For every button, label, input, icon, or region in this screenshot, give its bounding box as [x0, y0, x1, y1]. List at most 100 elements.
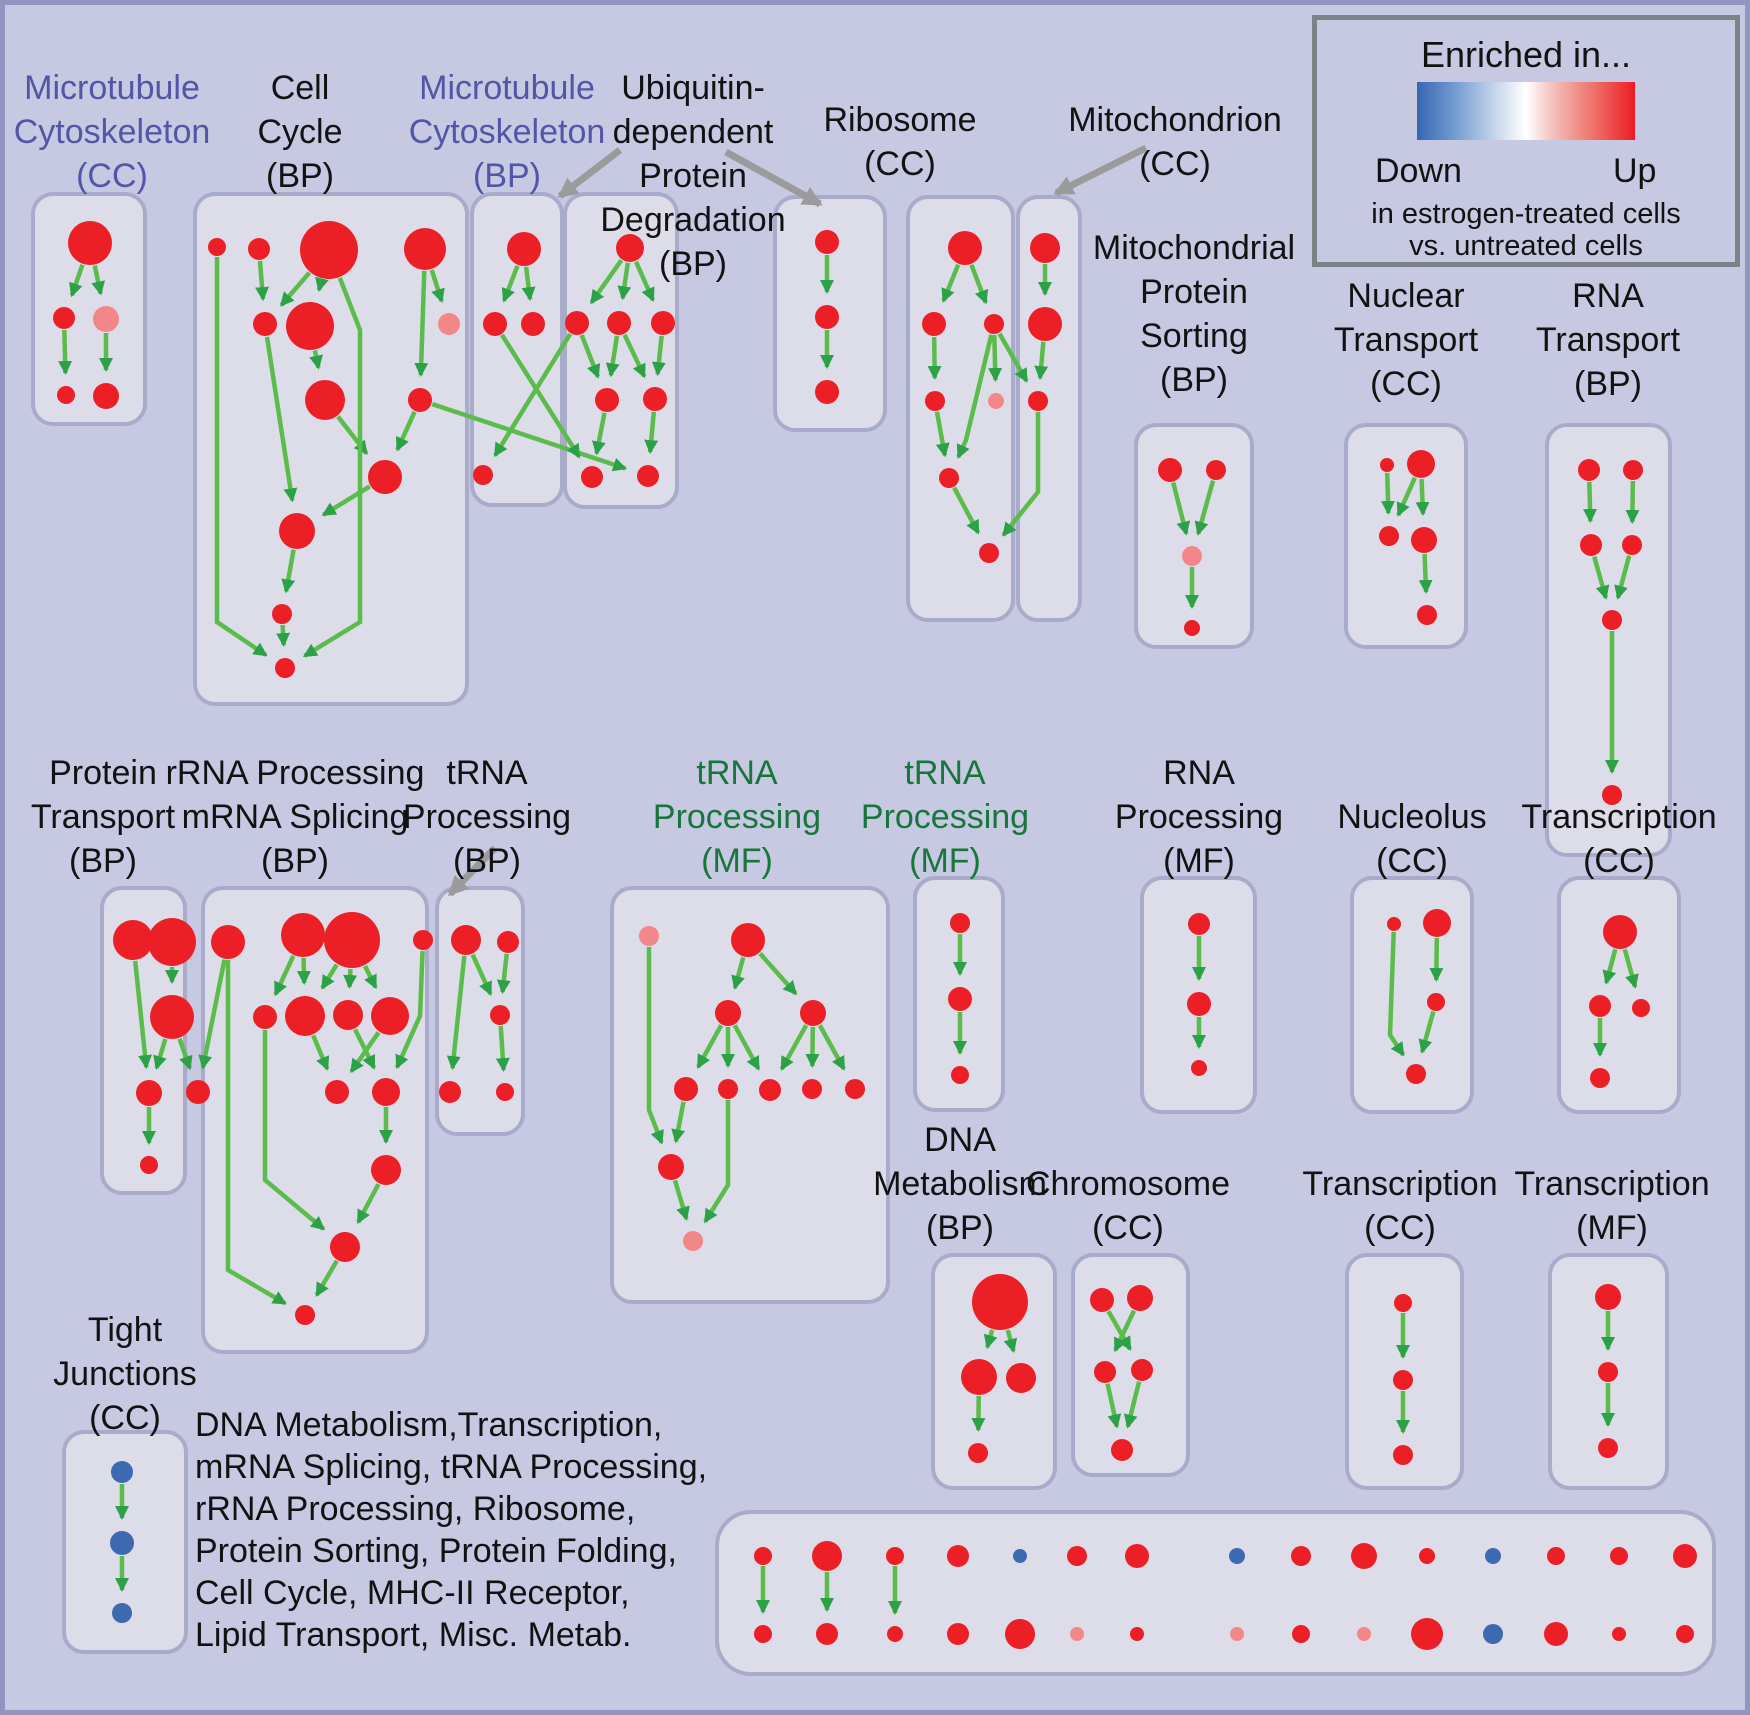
- go-node-red: [1028, 307, 1062, 341]
- cluster-label-transcription-cc-row3: Transcription: [1302, 1165, 1497, 1203]
- cluster-label-rna-processing-mf: Processing: [1115, 798, 1283, 836]
- go-node-red: [330, 1232, 360, 1262]
- callout-arrow: [1053, 144, 1148, 197]
- edge-arrow: [276, 624, 291, 648]
- edge-arrow: [255, 260, 270, 302]
- go-node-red: [325, 1080, 349, 1104]
- go-node-red: [408, 388, 432, 412]
- go-node-red: [1351, 1543, 1377, 1569]
- go-node-red: [1292, 1625, 1310, 1643]
- edge-arrow: [309, 350, 323, 370]
- edge-arrow: [1592, 555, 1610, 600]
- edge-arrow: [779, 1024, 809, 1071]
- legend-up-label: Up: [1613, 152, 1657, 190]
- edge-arrow: [177, 1037, 193, 1071]
- go-node-red: [1111, 1439, 1133, 1461]
- edge-arrow: [1625, 480, 1640, 525]
- edge-arrow: [927, 336, 942, 381]
- go-node-red: [1188, 913, 1210, 935]
- misc-terms-note: DNA Metabolism,Transcription, mRNA Splic…: [195, 1404, 707, 1656]
- go-node-red: [248, 238, 270, 260]
- cluster-label-rna-transport-bp: (BP): [1574, 365, 1642, 403]
- cluster-label-microtubule-cytoskeleton-cc: Cytoskeleton: [14, 113, 211, 151]
- misc-note-line: Protein Sorting, Protein Folding,: [195, 1532, 677, 1570]
- go-node-red: [1676, 1625, 1694, 1643]
- cluster-label-rrna-processing-mrna-splicing-bp: mRNA Splicing: [182, 798, 409, 836]
- go-node-red: [1590, 1068, 1610, 1088]
- legend-down-label: Down: [1375, 152, 1462, 190]
- edge-arrow: [395, 410, 417, 452]
- go-node-red: [1028, 391, 1048, 411]
- edge-arrow: [1415, 478, 1430, 517]
- edge-arrow: [732, 1024, 761, 1071]
- edge-arrow: [1001, 412, 1041, 537]
- go-node-red: [607, 311, 631, 335]
- go-node-red: [947, 1623, 969, 1645]
- edge-arrow: [302, 277, 363, 658]
- cluster-label-transcription-mf: Transcription: [1514, 1165, 1709, 1203]
- go-node-red: [371, 1155, 401, 1185]
- go-node-red: [947, 1545, 969, 1567]
- edge-arrow: [646, 947, 664, 1145]
- cluster-label-mitochondrial-protein-sorting-bp: Sorting: [1140, 317, 1248, 355]
- go-node-red: [718, 1079, 738, 1099]
- go-node-red: [637, 465, 659, 487]
- edge-arrow: [1614, 555, 1632, 600]
- edge-arrow: [1194, 479, 1216, 536]
- go-node-red: [295, 1305, 315, 1325]
- cluster-box-nucleolus-cc: [1350, 876, 1474, 1114]
- cluster-label-protein-transport-bp: Transport: [31, 798, 176, 836]
- go-node-red: [136, 1080, 162, 1106]
- go-node-red: [1067, 1546, 1087, 1566]
- go-node-red: [800, 1000, 826, 1026]
- go-node-red: [815, 305, 839, 329]
- go-node-red: [1184, 620, 1200, 636]
- go-node-red: [281, 913, 325, 957]
- edge-arrow: [493, 332, 573, 458]
- go-node-red: [887, 1626, 903, 1642]
- cluster-label-chromosome-cc: (CC): [1092, 1209, 1164, 1247]
- cluster-label-cell-cycle-bp: Cycle: [257, 113, 342, 151]
- edge-arrow: [132, 960, 153, 1070]
- edge-arrow: [500, 333, 582, 459]
- edge-arrow: [349, 1031, 381, 1074]
- go-node-red: [473, 465, 493, 485]
- legend-caption-line2: vs. untreated cells: [1409, 230, 1643, 262]
- legend-gradient-bar: [1417, 82, 1635, 140]
- go-node-blue: [112, 1603, 132, 1623]
- misc-note-line: Lipid Transport, Misc. Metab.: [195, 1616, 632, 1654]
- edge-arrow: [394, 950, 425, 1070]
- go-node-red: [68, 221, 112, 265]
- cluster-label-trna-processing-mf-1: tRNA: [696, 754, 778, 792]
- go-node-red: [1394, 1294, 1412, 1312]
- go-node-red: [643, 387, 667, 411]
- edge-arrow: [198, 959, 227, 1070]
- cluster-box-ubiquitin-box-1: [563, 192, 679, 509]
- go-node-red: [1406, 1064, 1426, 1084]
- go-node-pink: [438, 313, 460, 335]
- go-node-red: [581, 466, 603, 488]
- go-node-red: [1191, 1060, 1207, 1076]
- cluster-box-nuclear-transport-cc: [1344, 423, 1468, 649]
- edge-arrow: [983, 1329, 998, 1350]
- go-node-red: [253, 312, 277, 336]
- go-node-red: [1427, 993, 1445, 1011]
- cluster-label-microtubule-cytoskeleton-bp: Cytoskeleton: [409, 113, 606, 151]
- cluster-label-nuclear-transport-cc: Transport: [1334, 321, 1479, 359]
- edge-arrow: [817, 1024, 846, 1071]
- cluster-label-ribosome-cc: (CC): [864, 145, 936, 183]
- go-node-red: [1387, 917, 1401, 931]
- go-node-red: [1380, 458, 1394, 472]
- cluster-box-misc-terms-strip: [715, 1510, 1716, 1676]
- go-node-pink: [1070, 1627, 1084, 1641]
- edge-arrow: [1171, 482, 1191, 536]
- cluster-label-microtubule-cytoskeleton-cc: (CC): [76, 157, 148, 195]
- go-node-red: [816, 1623, 838, 1645]
- go-node-red: [1379, 526, 1399, 546]
- edge-arrow: [311, 1034, 330, 1071]
- go-node-red: [925, 391, 945, 411]
- go-node-red: [948, 987, 972, 1011]
- edge-arrow: [1418, 1011, 1436, 1054]
- go-node-red: [413, 930, 433, 950]
- go-node-red: [1393, 1370, 1413, 1390]
